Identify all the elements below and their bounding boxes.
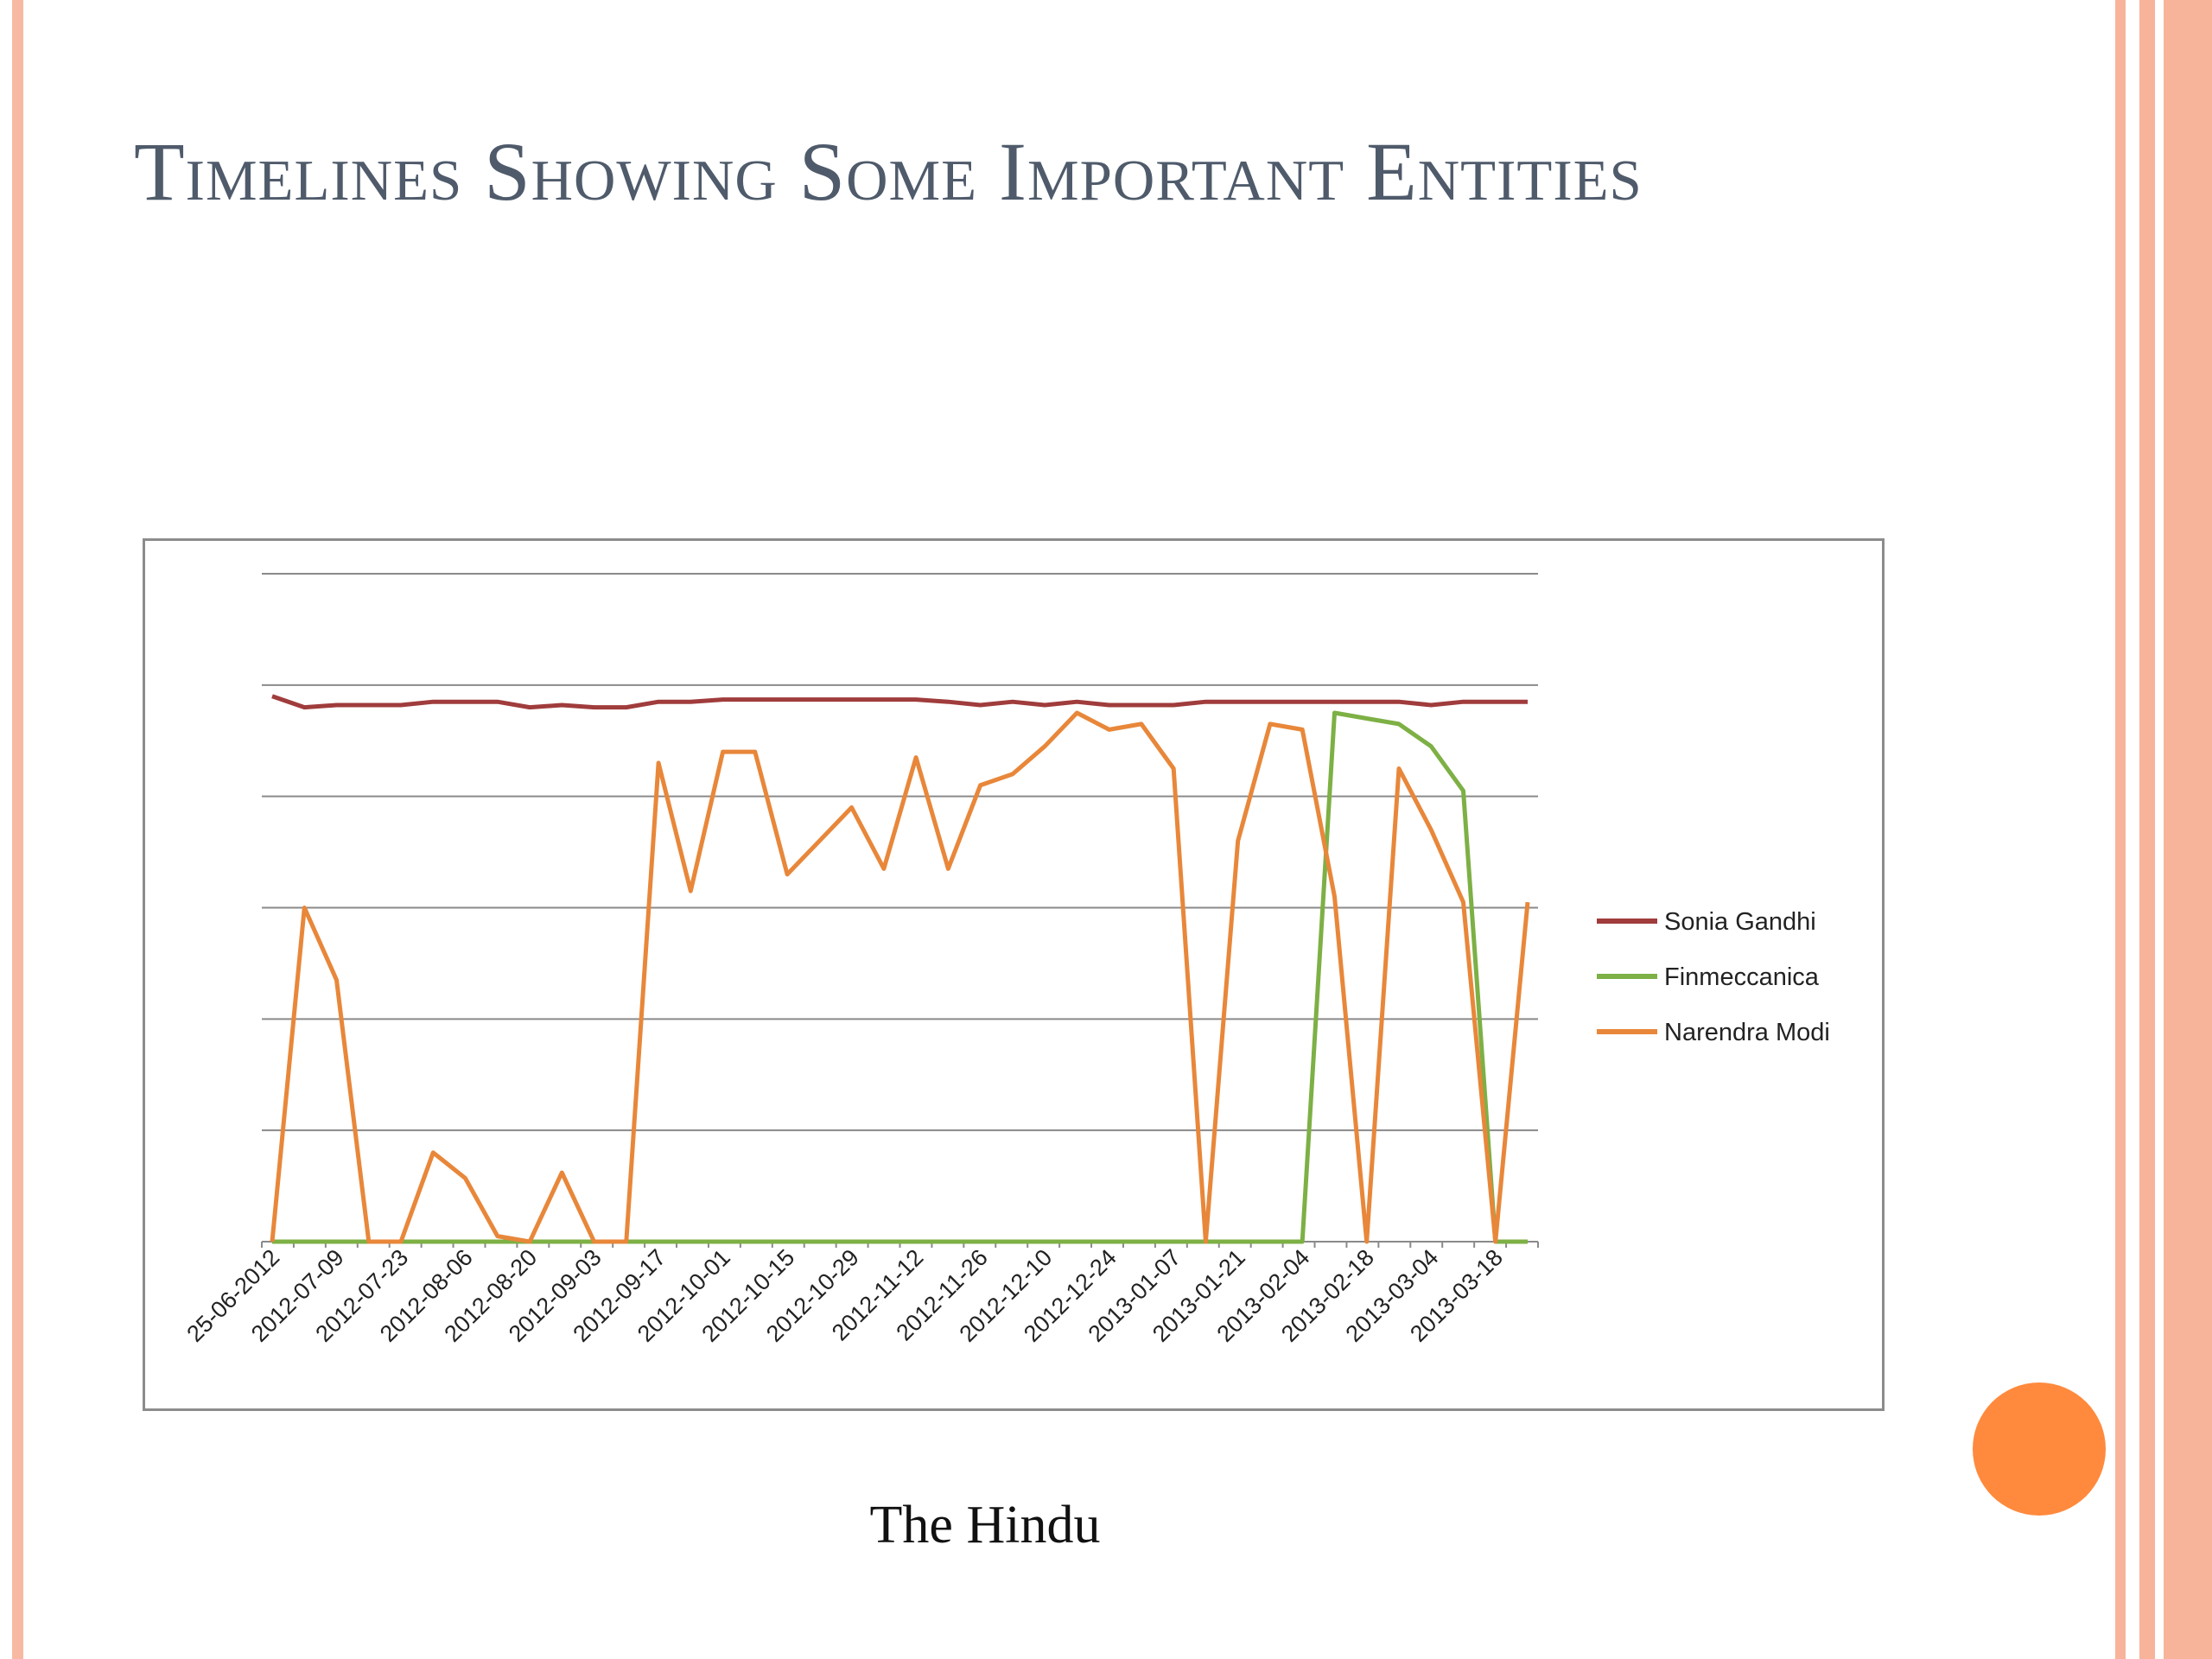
right-accent-stripe-3: [2164, 0, 2212, 1659]
series-line-narendra-modi: [270, 710, 1530, 1244]
left-accent-stripe: [12, 0, 23, 1659]
series-lines: [270, 694, 1530, 1244]
legend-label: Sonia Gandhi: [1664, 908, 1816, 936]
legend-label: Finmeccanica: [1664, 963, 1820, 991]
legend: Sonia Gandhi Finmeccanica Narendra Modi: [1597, 908, 1830, 1046]
right-accent-stripe-1: [2115, 0, 2126, 1659]
chart-frame: 25-06-2012 2012-07-09 2012-07-23 2012-08-06…: [143, 538, 1885, 1411]
legend-label: Narendra Modi: [1664, 1019, 1830, 1046]
series-line-finmeccanica: [272, 710, 1528, 1244]
line-chart: 25-06-20122012-07-092012-07-232012-08-06…: [181, 573, 1830, 1347]
gridlines: [262, 573, 1538, 1132]
series-line-sonia-gandhi: [271, 694, 1528, 710]
right-accent-stripe-2: [2139, 0, 2155, 1659]
x-axis: 25-06-20122012-07-092012-07-232012-08-06…: [181, 1241, 1539, 1347]
slide-title: Timelines Showing Some Important Entitie…: [134, 125, 1643, 218]
decorative-circle: [1973, 1382, 2106, 1516]
source-caption: The Hindu: [869, 1496, 1101, 1554]
